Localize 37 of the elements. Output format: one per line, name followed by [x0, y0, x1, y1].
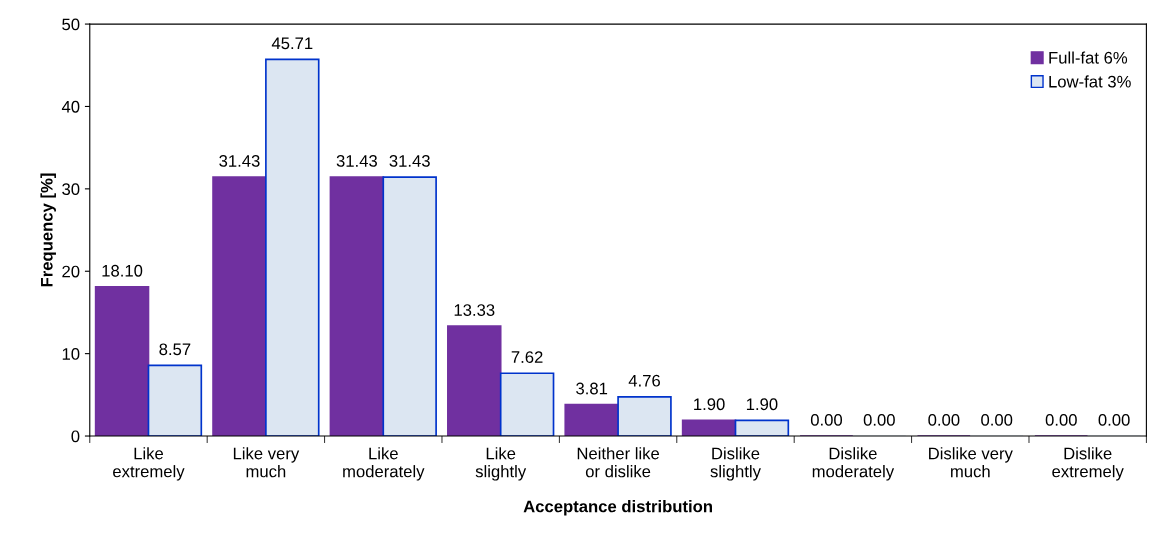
data-label: 0.00 — [981, 413, 1013, 426]
y-tick-label: 0 — [71, 430, 80, 443]
x-axis-title: Acceptance distribution — [523, 500, 712, 516]
x-tick-label: Neither like or dislike — [577, 447, 660, 478]
x-tick-label: Like slightly — [475, 447, 527, 481]
data-label: 1.90 — [694, 398, 725, 411]
data-label: 1.90 — [746, 398, 778, 411]
data-label: 31.43 — [219, 155, 260, 167]
legend-label: Full-fat 6% — [1049, 51, 1128, 64]
data-label: 7.62 — [511, 351, 543, 364]
data-label: 8.57 — [159, 343, 191, 356]
data-label: 45.71 — [271, 37, 313, 50]
data-label: 18.10 — [102, 264, 143, 277]
data-label: 0.00 — [928, 413, 960, 426]
x-tick-label: Like moderately — [343, 447, 425, 481]
y-tick-label: 30 — [62, 183, 80, 196]
data-label: 0.00 — [863, 413, 895, 426]
data-label: 13.33 — [454, 304, 495, 316]
data-label: 31.43 — [389, 155, 430, 167]
y-axis-title: Frequency [%] — [40, 173, 56, 287]
x-tick-label: Dislike moderately — [812, 447, 895, 481]
data-label: 3.81 — [576, 382, 608, 395]
data-label: 31.43 — [336, 155, 377, 167]
data-label: 0.00 — [810, 413, 843, 426]
data-label: 0.00 — [1045, 413, 1077, 426]
y-tick-label: 20 — [62, 265, 80, 278]
y-tick-label: 50 — [62, 18, 80, 31]
x-tick-label: Dislike extremely — [1052, 447, 1124, 481]
legend-label: Low-fat 3% — [1049, 75, 1131, 88]
x-tick-label: Dislike slightly — [710, 447, 761, 481]
data-label: 0.00 — [1098, 413, 1130, 426]
y-tick-label: 10 — [62, 348, 80, 360]
x-tick-label: Like very much — [233, 447, 300, 478]
x-tick-label: Like extremely — [113, 447, 185, 481]
data-label: 4.76 — [628, 374, 660, 387]
y-tick-label: 40 — [61, 100, 80, 113]
x-tick-label: Dislike very much — [929, 447, 1013, 478]
